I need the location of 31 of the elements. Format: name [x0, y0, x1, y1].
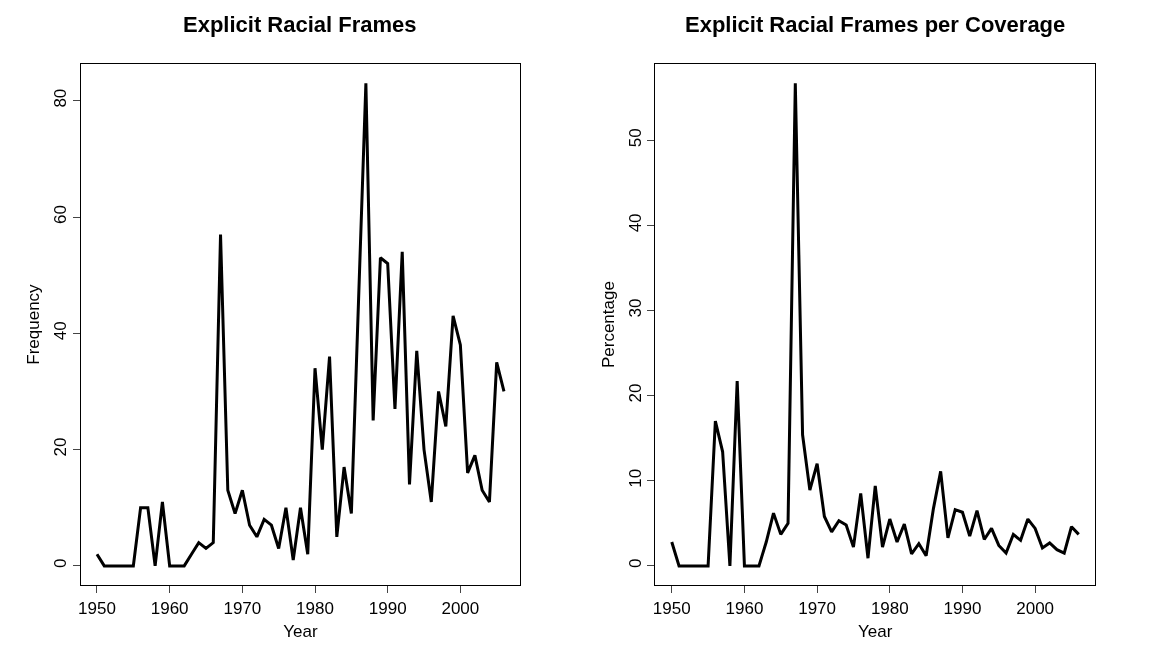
y-axis-title: Frequency — [24, 283, 44, 365]
y-tick-label: 0 — [50, 558, 70, 569]
x-tick-label: 2000 — [1016, 598, 1055, 618]
x-tick-label: 1990 — [368, 598, 407, 618]
y-axis-title: Percentage — [599, 281, 619, 369]
x-tick-label: 1990 — [943, 598, 982, 618]
line-series — [95, 81, 506, 568]
x-tick-label: 1970 — [798, 598, 837, 618]
x-tick-label: 1970 — [223, 598, 262, 618]
x-axis-title: Year — [858, 622, 893, 641]
y-tick-label: 20 — [625, 383, 645, 403]
y-tick-label: 80 — [50, 88, 70, 108]
chart-title: Explicit Racial Frames — [183, 12, 417, 37]
x-tick-label: 1960 — [150, 598, 189, 618]
y-tick-label: 50 — [625, 128, 645, 148]
y-tick-label: 30 — [625, 298, 645, 318]
y-tick-label: 10 — [625, 468, 645, 488]
y-tick-label: 40 — [50, 321, 70, 341]
x-tick-label: 2000 — [441, 598, 480, 618]
chart-title: Explicit Racial Frames per Coverage — [685, 12, 1066, 37]
y-tick-label: 60 — [50, 205, 70, 224]
x-axis-title: Year — [283, 622, 318, 641]
y-tick-label: 0 — [625, 558, 645, 569]
x-tick-label: 1980 — [296, 598, 334, 618]
y-tick-label: 40 — [625, 213, 645, 233]
x-tick-label: 1980 — [870, 598, 909, 618]
x-tick-label: 1960 — [725, 598, 764, 618]
line-series — [670, 81, 1081, 568]
x-tick-label: 1950 — [78, 598, 116, 618]
y-tick-label: 20 — [50, 437, 70, 457]
x-tick-label: 1950 — [652, 598, 691, 618]
